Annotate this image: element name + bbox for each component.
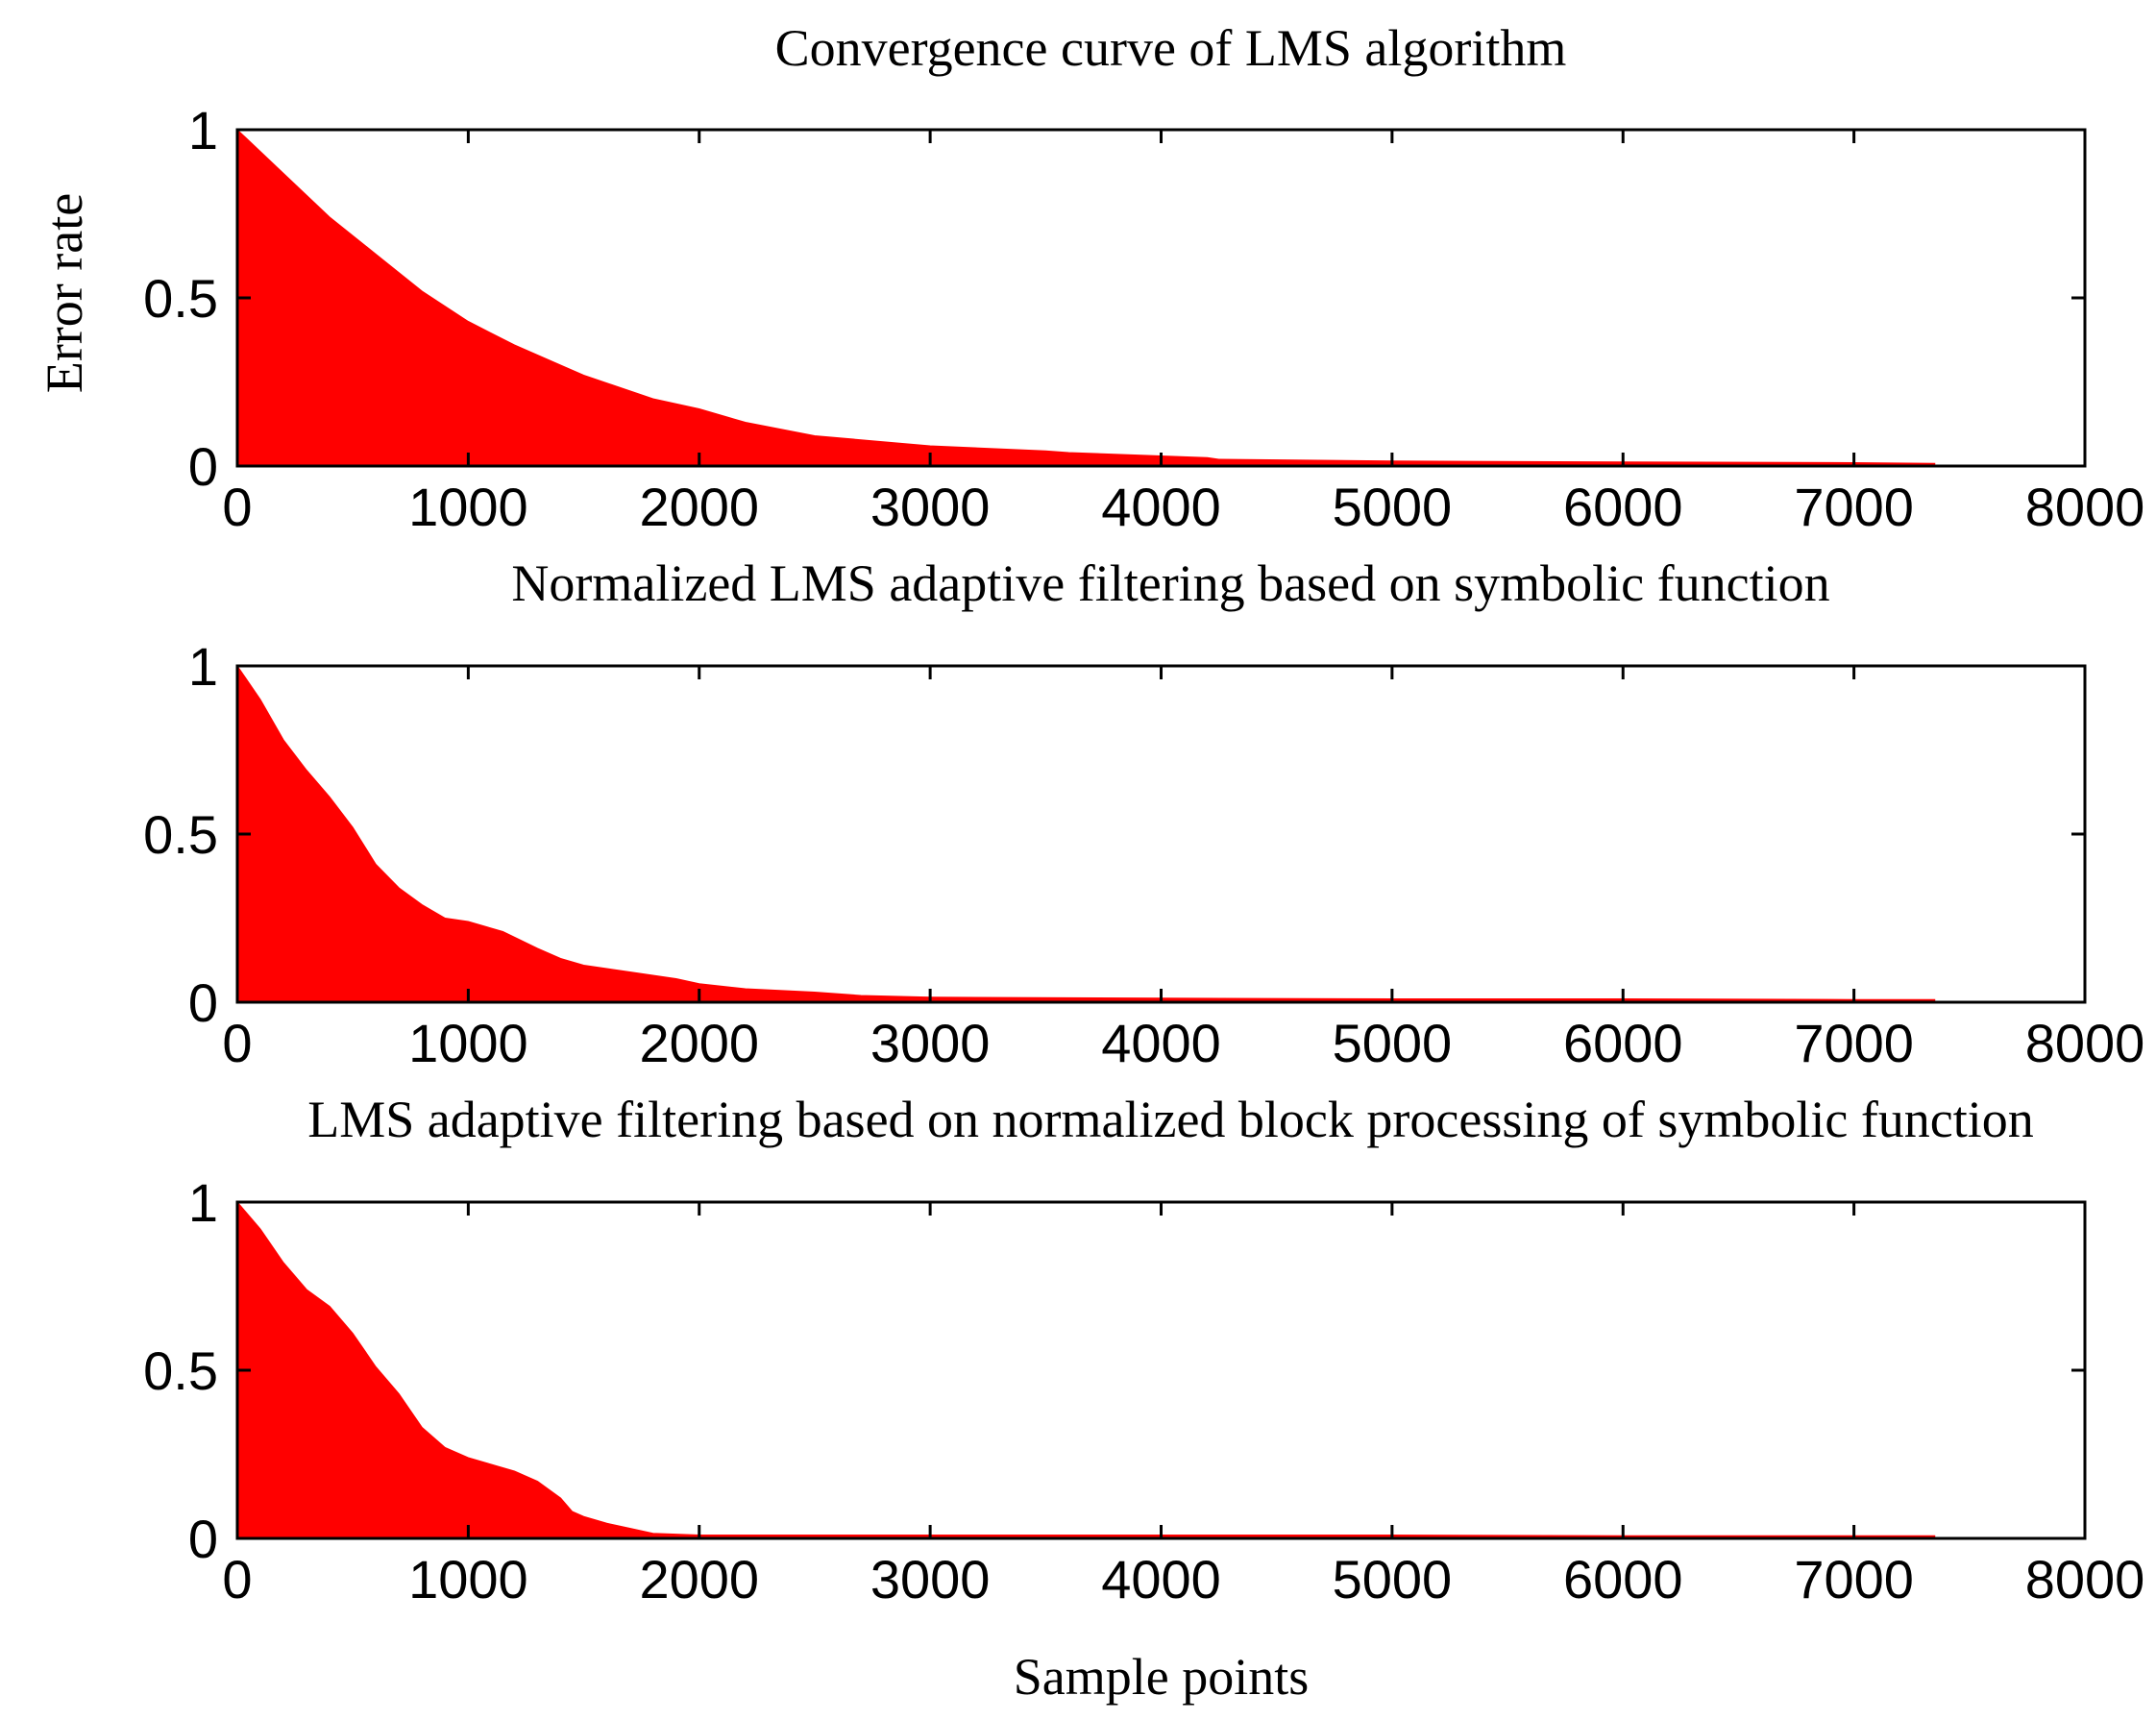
- y-tick-label: 0.5: [143, 1340, 218, 1401]
- y-axis-label: Error rate: [36, 193, 93, 393]
- x-tick-label: 8000: [2025, 1549, 2145, 1609]
- x-axis-label: Sample points: [1014, 1648, 1310, 1706]
- y-tick-label: 0.5: [143, 268, 218, 329]
- x-tick-label: 2000: [639, 1013, 759, 1073]
- x-tick-label: 3000: [870, 477, 991, 537]
- x-tick-label: 1000: [408, 477, 528, 537]
- x-tick-label: 4000: [1101, 477, 1221, 537]
- x-tick-label: 7000: [1794, 1013, 1914, 1073]
- y-tick-label: 0: [188, 1509, 218, 1569]
- x-tick-label: 7000: [1794, 477, 1914, 537]
- subplot-title: Normalized LMS adaptive filtering based …: [511, 554, 1829, 612]
- x-tick-label: 7000: [1794, 1549, 1914, 1609]
- y-tick-label: 0.5: [143, 804, 218, 865]
- error-area-series-1: [236, 1200, 1936, 1539]
- x-tick-label: 6000: [1563, 1549, 1683, 1609]
- y-tick-label: 0: [188, 972, 218, 1033]
- x-tick-label: 1000: [408, 1013, 528, 1073]
- x-tick-label: 8000: [2025, 477, 2145, 537]
- x-tick-label: 1000: [408, 1549, 528, 1609]
- y-tick-label: 0: [188, 436, 218, 497]
- x-tick-label: 3000: [870, 1549, 991, 1609]
- y-tick-label: 1: [188, 636, 218, 697]
- x-tick-label: 6000: [1563, 477, 1683, 537]
- y-tick-label: 1: [188, 1172, 218, 1233]
- x-tick-label: 4000: [1101, 1013, 1221, 1073]
- x-tick-label: 3000: [870, 1013, 991, 1073]
- x-tick-label: 6000: [1563, 1013, 1683, 1073]
- x-tick-label: 2000: [639, 1549, 759, 1609]
- subplot-title: LMS adaptive filtering based on normaliz…: [307, 1091, 2034, 1148]
- plot-frame: [235, 1200, 2087, 1540]
- subplot-2: 0 1000 2000 3000 4000 5000 6000 7000 8000 0 0.5 1 No…: [143, 554, 2144, 1073]
- x-tick-label: 2000: [639, 477, 759, 537]
- y-tick-label: 1: [188, 100, 218, 160]
- subplot-title: Convergence curve of LMS algorithm: [775, 19, 1567, 77]
- x-tick-label: 5000: [1333, 477, 1453, 537]
- x-tick-label: 8000: [2025, 1013, 2145, 1073]
- x-tick-label: 0: [222, 1013, 252, 1073]
- plot-frame: [235, 664, 2087, 1004]
- x-tick-label: 4000: [1101, 1549, 1221, 1609]
- x-tick-label: 0: [222, 1549, 252, 1609]
- subplot-1: 0 1000 2000 3000 4000 5000 6000 7000 8000 0 0.5 1 Co…: [36, 19, 2144, 537]
- x-tick-label: 5000: [1333, 1013, 1453, 1073]
- x-tick-label: 0: [222, 477, 252, 537]
- error-area-series-1: [236, 664, 1936, 1003]
- x-tick-label: 5000: [1333, 1549, 1453, 1609]
- subplot-3: 0 1000 2000 3000 4000 5000 6000 7000 8000 0 0.5 1 LM…: [143, 1091, 2144, 1706]
